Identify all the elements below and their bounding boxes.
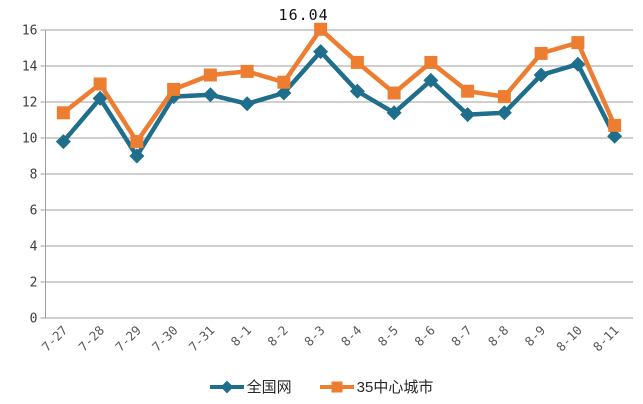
diamond-marker-icon [220,380,234,393]
square-marker [461,84,475,98]
x-tick-label: 7-29 [112,323,144,355]
diamond-marker [55,134,71,150]
y-tick-label: 2 [30,276,38,291]
x-tick-label: 7-27 [39,323,71,355]
y-tick-label: 16 [22,24,38,39]
square-marker [387,86,401,100]
diamond-marker [276,85,292,101]
y-tick-label: 0 [30,312,38,327]
square-marker [534,46,548,60]
series-line-square [61,27,617,144]
legend-label-national-network: 全国网 [246,379,292,396]
diamond-marker [129,148,145,164]
square-marker [350,55,364,69]
y-tick-label: 4 [30,240,38,255]
x-tick-label: 8-1 [228,323,255,350]
x-tick-label: 7-30 [149,323,181,355]
square-marker-icon [331,381,343,392]
square-marker [608,118,622,132]
diamond-marker [423,72,439,88]
y-tick-label: 12 [22,96,38,111]
square-marker [203,68,217,82]
x-tick-label: 8-8 [485,323,512,350]
x-tick-label: 8-9 [522,323,549,350]
square-marker [497,90,511,104]
legend-item-national-network: 全国网 [209,376,292,397]
diamond-marker [460,107,476,123]
square-marker [130,135,144,149]
legend-label-35-central-cities: 35中心城市 [356,379,434,396]
diamond-marker [92,90,108,106]
x-tick-label: 8-10 [553,323,585,355]
diamond-marker [607,128,623,144]
y-tick-label: 10 [22,132,38,147]
gridlines [45,29,633,319]
series-line-diamond [61,49,617,159]
legend-line-icon [209,380,244,393]
y-tick-label: 6 [30,204,38,219]
square-marker [277,75,291,89]
diamond-marker [570,56,586,72]
diamond-marker [386,105,402,121]
series-lines-and-markers [55,22,623,164]
x-tick-label: 8-4 [338,323,365,350]
y-tick-label: 8 [30,168,38,183]
legend: 全国网 35中心城市 [0,376,643,397]
square-marker [93,77,107,91]
square-marker [424,55,438,69]
diamond-marker [349,83,365,99]
diamond-marker [202,87,218,103]
diamond-marker [239,96,255,112]
x-axis-labels: 7-27 7-28 7-29 7-30 7-31 8-1 8-2 8-3 8-4 8-5 8-6 8-… [39,323,622,355]
x-tick-label: 7-28 [75,323,107,355]
x-tick-label: 8-6 [411,323,438,350]
square-marker [240,64,254,78]
x-tick-label: 8-2 [264,323,291,350]
x-tick-label: 8-5 [375,323,402,350]
y-axis: 0 2 4 6 8 10 12 14 16 [22,24,46,327]
peak-annotation: 16.04 [279,6,329,24]
diamond-marker [533,67,549,83]
square-marker [56,106,70,120]
diamond-marker [313,44,329,60]
legend-line-icon [319,381,354,392]
x-tick-label: 8-7 [448,323,475,350]
legend-item-35-central-cities: 35中心城市 [319,376,434,397]
y-tick-label: 14 [22,60,38,75]
x-tick-label: 8-11 [590,323,622,355]
square-marker [167,82,181,96]
square-marker [571,36,585,50]
x-tick-label: 7-31 [186,323,218,355]
square-marker [314,22,328,36]
diamond-marker [496,105,512,121]
x-tick-label: 8-3 [301,323,328,350]
